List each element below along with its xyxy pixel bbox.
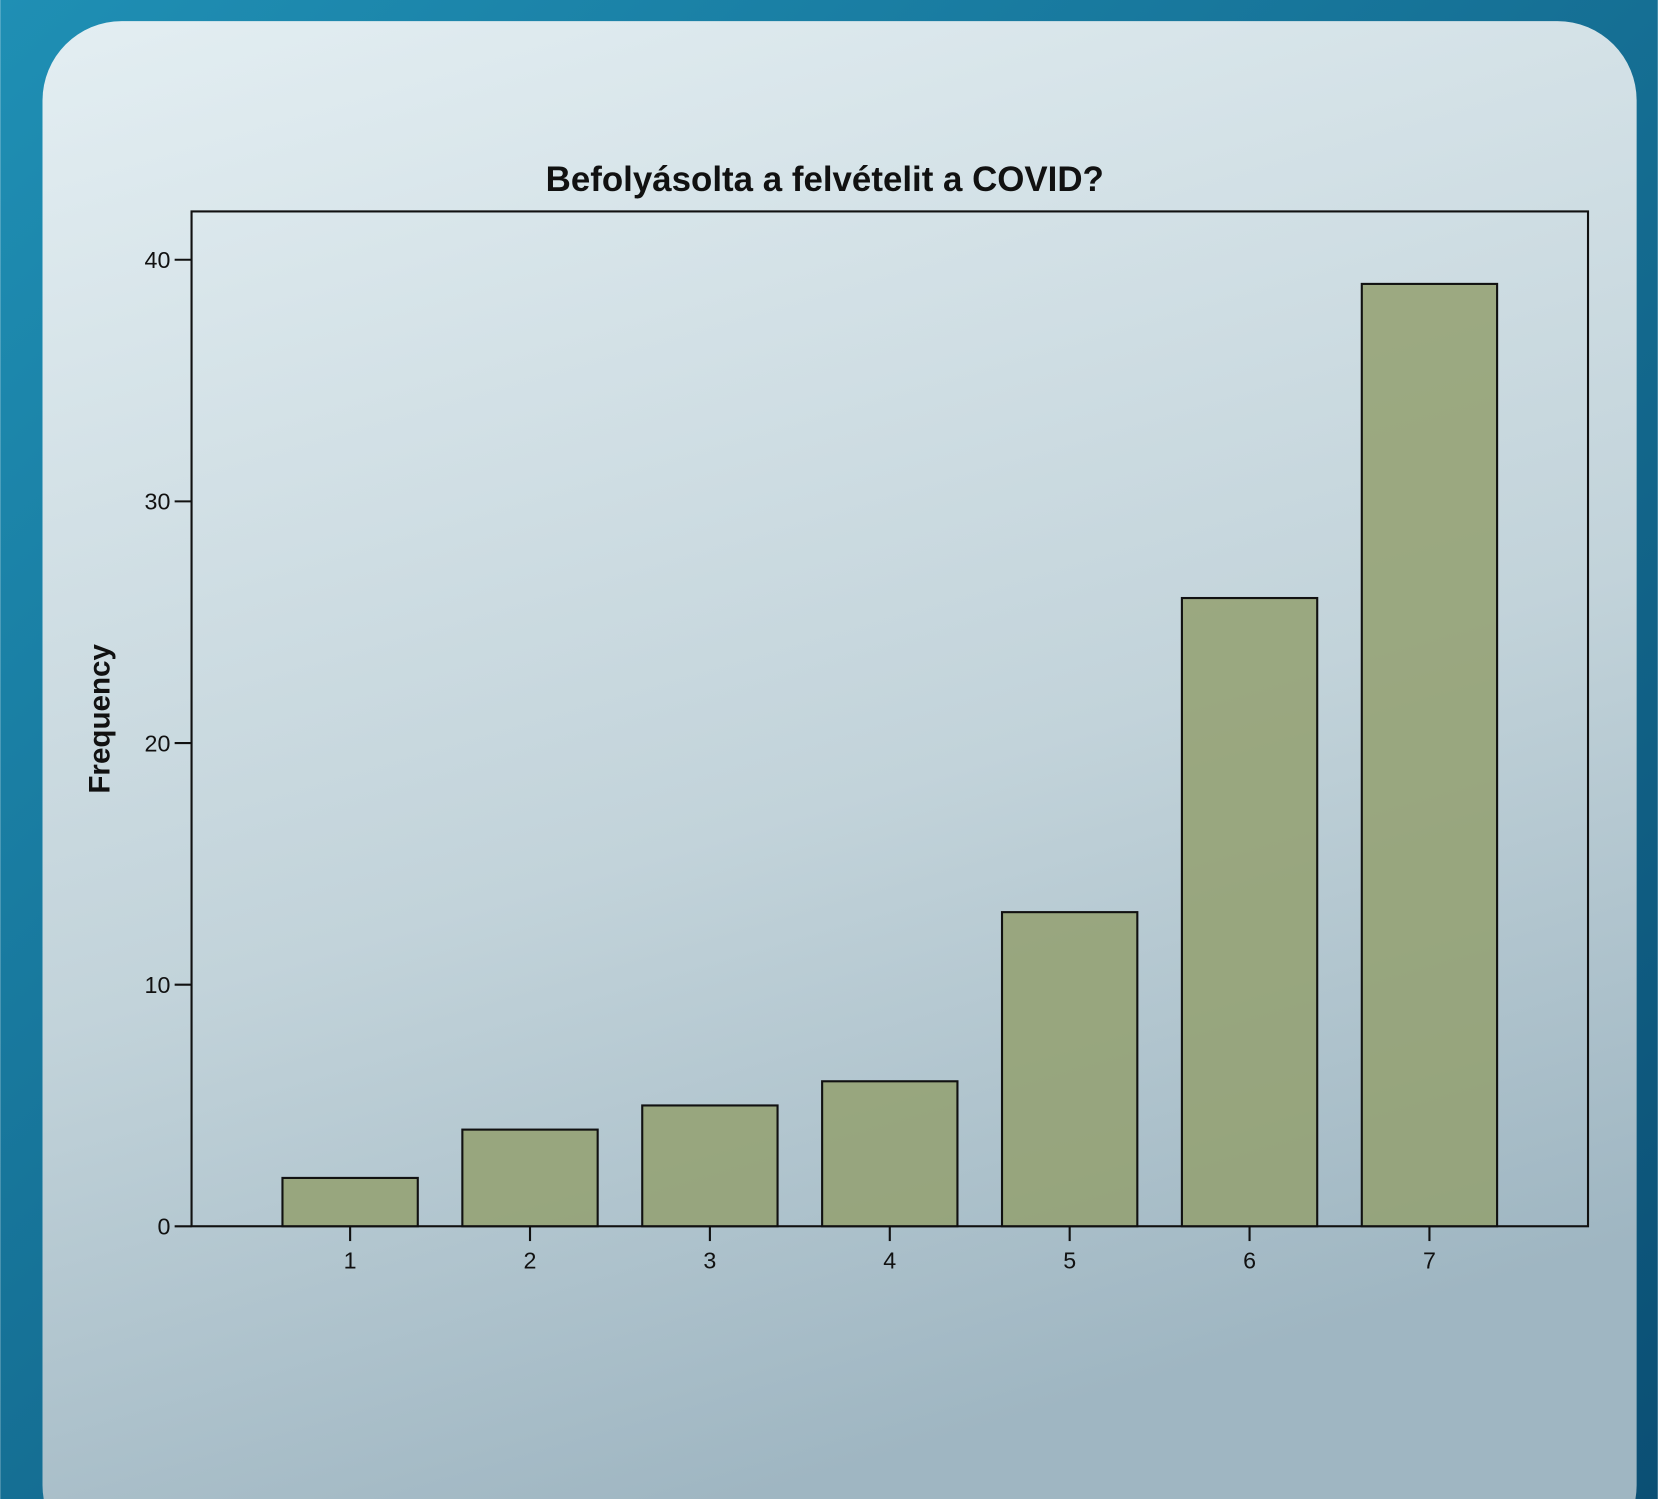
bar [821, 1080, 959, 1228]
x-tick-label: 4 [883, 1247, 896, 1273]
y-tick-label: 40 [145, 247, 171, 273]
x-tick-label: 1 [344, 1247, 357, 1273]
bar [1180, 596, 1319, 1228]
bar [1000, 911, 1139, 1228]
bar [1360, 282, 1499, 1228]
y-tick-label: 20 [145, 730, 171, 756]
bar [641, 1104, 779, 1228]
x-tick-label: 5 [1063, 1247, 1076, 1273]
y-axis-label: Frequency [84, 644, 117, 794]
bar [461, 1128, 599, 1228]
y-tick-label: 30 [145, 489, 171, 515]
x-tick-label: 7 [1423, 1247, 1436, 1273]
y-tick-label: 0 [157, 1214, 170, 1240]
x-tick-label: 2 [524, 1247, 537, 1273]
bar [281, 1176, 419, 1228]
x-tick-label: 6 [1243, 1247, 1256, 1273]
chart-title: Befolyásolta a felvételit a COVID? [546, 160, 1104, 199]
y-tick-label: 10 [145, 972, 171, 998]
x-tick-label: 3 [703, 1247, 716, 1273]
